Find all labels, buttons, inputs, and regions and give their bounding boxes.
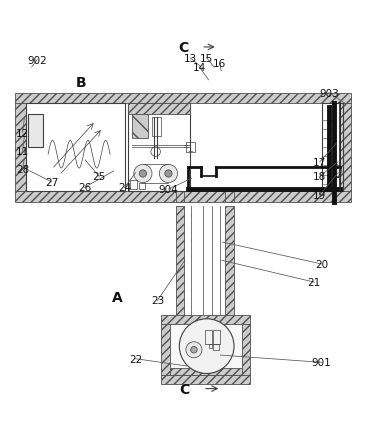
Text: B: B	[76, 76, 86, 89]
Text: 23: 23	[151, 296, 164, 306]
Circle shape	[134, 165, 152, 183]
Bar	[139, 183, 145, 190]
Bar	[161, 324, 170, 375]
Bar	[176, 206, 184, 377]
Bar	[242, 324, 250, 375]
Bar	[186, 142, 195, 153]
Bar	[15, 191, 351, 202]
Bar	[15, 93, 351, 104]
Bar	[213, 344, 219, 351]
Text: C: C	[178, 41, 188, 55]
Text: 901: 901	[312, 358, 332, 368]
Circle shape	[186, 342, 202, 358]
Circle shape	[165, 171, 172, 178]
Circle shape	[159, 165, 178, 183]
Text: 17: 17	[313, 158, 326, 168]
Circle shape	[179, 319, 234, 374]
Bar	[130, 181, 137, 190]
Text: 16: 16	[213, 59, 226, 69]
Text: 14: 14	[193, 63, 206, 73]
Text: 27: 27	[45, 178, 58, 187]
Text: 28: 28	[16, 165, 29, 175]
Bar	[128, 104, 190, 191]
Text: 13: 13	[184, 54, 197, 64]
Circle shape	[191, 347, 197, 353]
Text: 903: 903	[319, 89, 339, 99]
Bar	[128, 104, 190, 115]
Bar	[213, 331, 220, 345]
Text: 18: 18	[313, 172, 326, 182]
Text: 20: 20	[315, 259, 328, 269]
Text: C: C	[180, 382, 190, 396]
Bar	[322, 104, 343, 191]
Text: A: A	[112, 290, 123, 304]
Bar	[152, 117, 161, 137]
Text: 19: 19	[313, 190, 326, 200]
Text: 11: 11	[16, 147, 29, 157]
Circle shape	[328, 165, 341, 178]
Bar	[132, 115, 148, 139]
Text: 26: 26	[78, 183, 91, 193]
Bar	[170, 368, 242, 375]
Text: 12: 12	[16, 128, 29, 138]
Bar	[170, 324, 242, 375]
Circle shape	[328, 145, 333, 151]
Bar	[161, 315, 250, 324]
Text: 904: 904	[158, 185, 178, 195]
Bar	[225, 206, 234, 377]
Bar	[340, 104, 351, 191]
Circle shape	[139, 171, 146, 178]
Bar	[209, 344, 212, 348]
Bar	[205, 331, 212, 345]
Bar	[161, 375, 250, 385]
Bar	[26, 104, 125, 191]
Bar	[28, 115, 42, 148]
Text: 902: 902	[27, 56, 47, 66]
Bar	[15, 104, 26, 191]
Bar	[176, 191, 184, 202]
Text: 25: 25	[93, 172, 106, 182]
Text: 22: 22	[129, 354, 142, 364]
Text: 15: 15	[200, 54, 213, 64]
Bar	[225, 191, 234, 202]
Text: 21: 21	[308, 277, 321, 287]
Text: 24: 24	[118, 183, 131, 193]
